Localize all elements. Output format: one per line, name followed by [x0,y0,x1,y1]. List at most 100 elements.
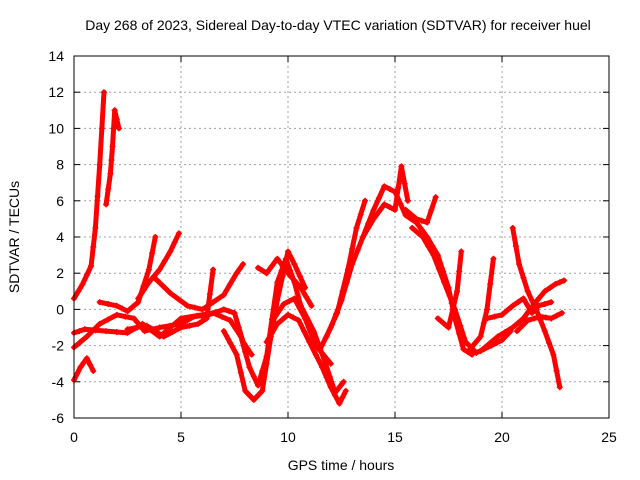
data-point [381,183,388,190]
data-point [210,266,217,273]
series-line-sat-k [264,312,349,406]
data-point [268,329,275,336]
x-tick-label: 15 [387,429,403,445]
data-point [240,338,247,345]
data-point [87,361,94,368]
data-point [323,333,330,340]
data-point [359,234,366,240]
data-point [303,293,310,300]
data-point [226,308,233,315]
data-point [160,333,167,340]
data-point [90,367,97,374]
data-point [280,300,287,307]
data-point [286,298,293,305]
data-point [171,239,178,246]
data-point [493,339,500,346]
data-point [220,328,227,335]
data-point [375,195,382,202]
data-point [547,284,554,291]
data-point [296,272,303,279]
data-point [312,342,319,349]
y-tick-label: -2 [52,338,65,354]
data-point [279,272,286,279]
data-point [301,328,308,335]
data-point [236,265,243,272]
data-point [184,317,191,324]
data-point [520,315,527,322]
data-point [233,270,240,277]
data-point [191,304,198,311]
data-point [556,384,563,391]
data-point [122,313,129,320]
data-point [100,89,107,96]
data-point [370,215,377,222]
data-point [109,143,116,150]
data-point [327,360,334,367]
data-point [432,194,439,201]
data-point [469,351,476,358]
data-point [408,211,415,218]
data-point [520,295,527,302]
data-point [291,261,298,268]
data-point [515,299,522,306]
data-point [240,261,247,268]
data-point [509,324,516,331]
data-point [156,266,163,273]
series-line-sat-f [97,234,158,314]
data-point [306,338,313,345]
data-point [541,288,548,295]
y-tick-label: 14 [48,48,64,64]
data-point [83,333,90,340]
y-tick-label: 12 [48,84,64,100]
data-point [550,351,557,358]
data-point [129,303,136,310]
data-point [312,351,319,358]
data-point [430,252,437,259]
data-point [259,387,266,394]
data-point [184,302,191,309]
data-point [291,277,298,284]
data-point [375,208,382,215]
data-point [302,315,309,322]
data-point [362,197,369,204]
data-point [81,326,88,333]
data-point [409,224,416,231]
data-point [548,299,555,306]
data-point [445,324,452,331]
data-point [285,248,291,255]
data-point [520,274,527,281]
data-point [477,333,484,340]
data-point [90,243,97,250]
data-point [161,257,168,264]
data-point [349,245,356,252]
data-point [484,315,491,322]
data-point [246,392,253,399]
data-point [119,305,126,312]
data-point [456,268,463,275]
data-point [320,351,327,358]
data-point [513,328,520,335]
data-point [77,364,84,371]
data-point [110,125,117,132]
data-point [113,329,120,336]
data-point [413,215,420,222]
data-point [255,264,262,271]
data-point [473,349,480,356]
data-point [103,201,110,208]
data-point [79,281,86,288]
data-point [519,322,526,329]
data-point [536,294,543,301]
y-tick-label: -4 [52,374,65,390]
data-point [435,265,442,272]
data-point [419,234,426,240]
data-point [528,297,535,304]
data-point [487,281,494,288]
data-point [440,319,447,326]
data-point [472,339,479,346]
data-point [167,290,174,297]
data-point [328,321,335,328]
data-point [336,384,343,391]
data-point [124,326,131,333]
data-point [113,311,120,318]
